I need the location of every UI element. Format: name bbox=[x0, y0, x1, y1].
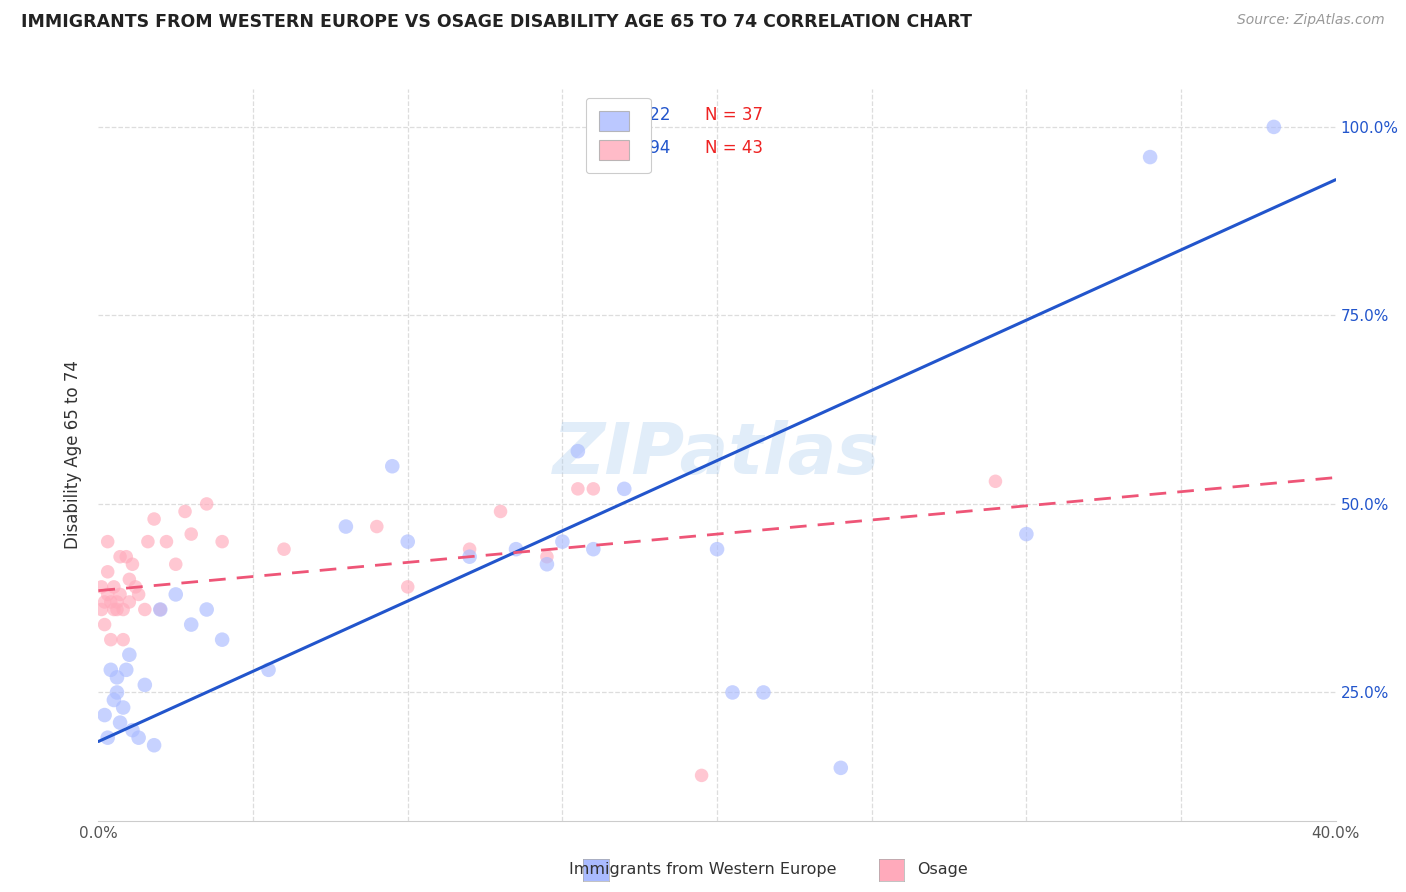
Point bbox=[458, 549, 481, 564]
Point bbox=[155, 534, 177, 549]
Text: R = 0.622: R = 0.622 bbox=[588, 106, 671, 124]
Point bbox=[567, 444, 589, 458]
Point bbox=[121, 558, 143, 572]
Point bbox=[165, 587, 187, 601]
Point bbox=[103, 602, 125, 616]
Point bbox=[165, 558, 187, 572]
Point bbox=[211, 534, 233, 549]
Point bbox=[103, 693, 125, 707]
Point bbox=[1139, 150, 1161, 164]
Point bbox=[134, 602, 156, 616]
Point bbox=[551, 534, 574, 549]
Point bbox=[100, 632, 122, 647]
Point bbox=[489, 504, 512, 518]
Point bbox=[335, 519, 357, 533]
Point bbox=[93, 595, 115, 609]
Point bbox=[97, 587, 120, 601]
Point bbox=[97, 565, 120, 579]
Point bbox=[149, 602, 172, 616]
Point bbox=[180, 527, 202, 541]
Text: N = 43: N = 43 bbox=[704, 139, 762, 157]
Point bbox=[105, 685, 128, 699]
Point bbox=[97, 534, 120, 549]
Point bbox=[505, 542, 527, 557]
Point bbox=[174, 504, 197, 518]
Point bbox=[103, 580, 125, 594]
Point bbox=[721, 685, 744, 699]
Point bbox=[582, 542, 605, 557]
Point bbox=[97, 731, 120, 745]
Point bbox=[830, 761, 852, 775]
Point bbox=[752, 685, 775, 699]
Point bbox=[257, 663, 280, 677]
Point bbox=[121, 723, 143, 738]
Text: ZIPatlas: ZIPatlas bbox=[554, 420, 880, 490]
Point bbox=[112, 700, 135, 714]
Y-axis label: Disability Age 65 to 74: Disability Age 65 to 74 bbox=[65, 360, 83, 549]
Point bbox=[143, 512, 166, 526]
Point bbox=[100, 663, 122, 677]
Text: N = 37: N = 37 bbox=[704, 106, 762, 124]
Point bbox=[273, 542, 295, 557]
Point bbox=[115, 663, 138, 677]
Text: Immigrants from Western Europe: Immigrants from Western Europe bbox=[569, 863, 837, 877]
Point bbox=[195, 602, 218, 616]
Point bbox=[536, 549, 558, 564]
Point bbox=[458, 542, 481, 557]
Point bbox=[128, 731, 150, 745]
Point bbox=[613, 482, 636, 496]
Point bbox=[567, 482, 589, 496]
Point bbox=[112, 602, 135, 616]
Text: IMMIGRANTS FROM WESTERN EUROPE VS OSAGE DISABILITY AGE 65 TO 74 CORRELATION CHAR: IMMIGRANTS FROM WESTERN EUROPE VS OSAGE … bbox=[21, 13, 972, 31]
Point bbox=[149, 602, 172, 616]
Point bbox=[536, 558, 558, 572]
Point bbox=[195, 497, 218, 511]
Point bbox=[211, 632, 233, 647]
Point bbox=[124, 580, 146, 594]
Point bbox=[90, 580, 112, 594]
Point bbox=[118, 572, 141, 586]
Point bbox=[105, 602, 128, 616]
Point bbox=[118, 648, 141, 662]
Point bbox=[118, 595, 141, 609]
Point bbox=[134, 678, 156, 692]
Point bbox=[100, 595, 122, 609]
Point bbox=[396, 580, 419, 594]
Point bbox=[93, 708, 115, 723]
Point bbox=[93, 617, 115, 632]
Point bbox=[105, 670, 128, 684]
Point bbox=[706, 542, 728, 557]
Point bbox=[112, 632, 135, 647]
Point bbox=[690, 768, 713, 782]
Point bbox=[108, 715, 131, 730]
Point bbox=[143, 738, 166, 752]
Text: Osage: Osage bbox=[917, 863, 967, 877]
Point bbox=[366, 519, 388, 533]
Point bbox=[396, 534, 419, 549]
Legend: , : , bbox=[585, 97, 651, 173]
Text: R = 0.294: R = 0.294 bbox=[588, 139, 671, 157]
Point bbox=[108, 549, 131, 564]
Point bbox=[128, 587, 150, 601]
Point bbox=[381, 459, 404, 474]
Point bbox=[115, 549, 138, 564]
Point bbox=[108, 587, 131, 601]
Point bbox=[136, 534, 159, 549]
Point bbox=[984, 475, 1007, 489]
Point bbox=[1015, 527, 1038, 541]
Point bbox=[582, 482, 605, 496]
Point bbox=[90, 602, 112, 616]
Point bbox=[105, 595, 128, 609]
Point bbox=[180, 617, 202, 632]
Point bbox=[1263, 120, 1285, 134]
Text: Source: ZipAtlas.com: Source: ZipAtlas.com bbox=[1237, 13, 1385, 28]
